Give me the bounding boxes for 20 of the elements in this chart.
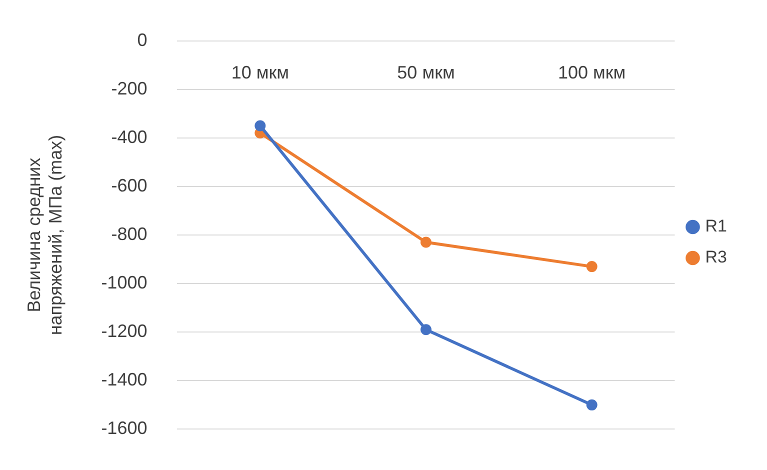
y-tick-label: -1200 bbox=[101, 321, 148, 342]
point bbox=[586, 399, 598, 410]
legend-label: R1 bbox=[705, 216, 728, 236]
x-tick-label: 10 мкм bbox=[231, 62, 289, 83]
x-tick-label: 50 мкм bbox=[397, 62, 455, 83]
point bbox=[586, 261, 598, 272]
y-tick-label: -1400 bbox=[101, 370, 148, 390]
legend-label: R3 bbox=[705, 248, 728, 267]
y-tick-label: -200 bbox=[111, 78, 148, 98]
x-tick-label: 100 мкм bbox=[558, 62, 626, 83]
point bbox=[420, 324, 432, 336]
y-tick-label: -600 bbox=[111, 175, 148, 196]
y-tick-label: -1000 bbox=[101, 272, 148, 293]
y-tick-label: -400 bbox=[111, 126, 148, 147]
point bbox=[420, 236, 432, 248]
y-tick-label: -1600 bbox=[101, 418, 148, 438]
point bbox=[254, 120, 266, 132]
y-tick-label: 0 bbox=[137, 30, 148, 50]
y-tick-label: -800 bbox=[111, 224, 148, 244]
y-axis-title: Величина средних напряжений, МПа (max) bbox=[24, 134, 66, 336]
